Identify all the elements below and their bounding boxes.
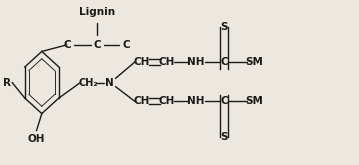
Text: NH: NH xyxy=(187,57,204,67)
Text: C: C xyxy=(220,57,228,67)
Text: OH: OH xyxy=(28,134,45,144)
Text: C: C xyxy=(93,40,101,50)
Text: C: C xyxy=(63,40,71,50)
Text: N: N xyxy=(106,78,114,87)
Text: CH₂: CH₂ xyxy=(79,78,98,87)
Text: C: C xyxy=(220,96,228,106)
Text: S: S xyxy=(220,132,228,142)
Text: Lignin: Lignin xyxy=(79,7,115,17)
Text: S: S xyxy=(220,22,228,32)
Text: CH: CH xyxy=(159,96,175,106)
Text: SM: SM xyxy=(246,57,264,67)
Text: R: R xyxy=(3,78,11,87)
Text: SM: SM xyxy=(246,96,264,106)
Text: CH: CH xyxy=(134,57,150,67)
Text: NH: NH xyxy=(187,96,204,106)
Text: CH: CH xyxy=(159,57,175,67)
Text: C: C xyxy=(122,40,130,50)
Text: CH: CH xyxy=(134,96,150,106)
